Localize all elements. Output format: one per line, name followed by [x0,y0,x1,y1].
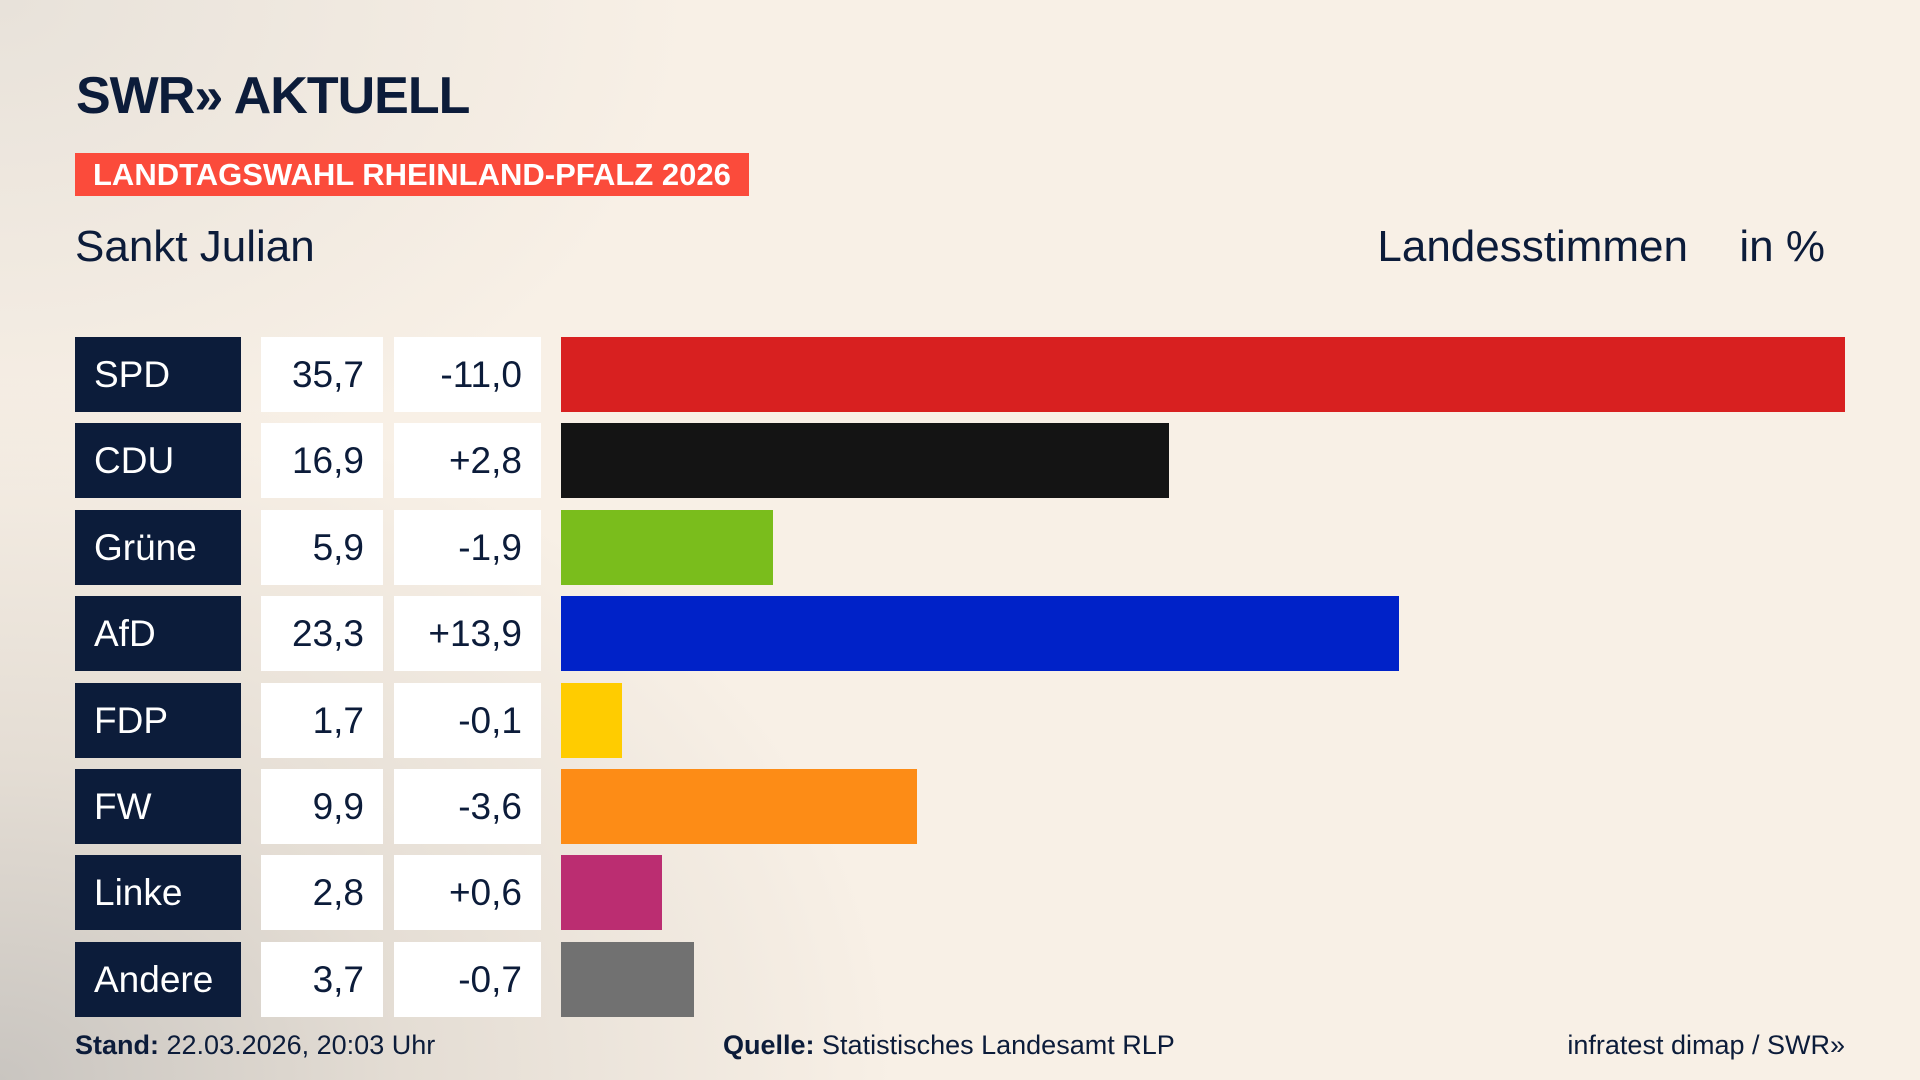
bar-linke [561,855,662,931]
party-row: AfD 23,3 +13,9 [0,596,1920,672]
source-label: Quelle: [723,1030,815,1060]
vote-change: -0,1 [394,682,541,758]
vote-change: -11,0 [394,337,541,412]
party-row: Andere 3,7 -0,7 [0,941,1920,1017]
measure-label: Landesstimmen [1377,222,1688,271]
bar-afd [561,596,1400,672]
party-label: FW [75,769,241,844]
vote-change: -0,7 [394,941,541,1017]
vote-share: 5,9 [261,509,383,585]
vote-change: -1,9 [394,509,541,585]
municipality-title: Sankt Julian [75,222,315,271]
party-row: FW 9,9 -3,6 [0,769,1920,844]
party-row: Linke 2,8 +0,6 [0,855,1920,931]
bar-cdu [561,423,1169,499]
vote-change: +2,8 [394,423,541,499]
party-label: CDU [75,423,241,499]
vote-change: -3,6 [394,769,541,844]
party-label: AfD [75,596,241,672]
party-label: FDP [75,682,241,758]
stand-value: 22.03.2026, 20:03 Uhr [166,1030,436,1060]
source-info: Quelle: Statistisches Landesamt RLP [723,1030,1175,1061]
party-label: Grüne [75,509,241,585]
vote-change: +13,9 [394,596,541,672]
credit: infratest dimap / SWR» [1567,1030,1845,1060]
party-row: CDU 16,9 +2,8 [0,423,1920,499]
bar-spd [561,337,1845,412]
party-label: Linke [75,855,241,931]
stand-label: Stand: [75,1030,159,1060]
party-row: FDP 1,7 -0,1 [0,682,1920,758]
party-row: Grüne 5,9 -1,9 [0,509,1920,585]
party-label: Andere [75,941,241,1017]
vote-share: 9,9 [261,769,383,844]
bar-grüne [561,509,774,585]
bar-fw [561,769,918,844]
election-banner: LANDTAGSWAHL RHEINLAND-PFALZ 2026 [75,153,749,196]
vote-share: 23,3 [261,596,383,672]
vote-share: 1,7 [261,682,383,758]
vote-share: 35,7 [261,337,383,412]
bar-andere [561,941,695,1017]
unit-label: in % [1739,222,1825,271]
source-value: Statistisches Landesamt RLP [822,1030,1175,1060]
party-row: SPD 35,7 -11,0 [0,337,1920,412]
stand-info: Stand: 22.03.2026, 20:03 Uhr [75,1030,435,1061]
party-label: SPD [75,337,241,412]
vote-share: 16,9 [261,423,383,499]
bar-fdp [561,682,623,758]
vote-share: 2,8 [261,855,383,931]
vote-share: 3,7 [261,941,383,1017]
swr-aktuell-logo: SWR» AKTUELL [76,67,470,125]
vote-change: +0,6 [394,855,541,931]
